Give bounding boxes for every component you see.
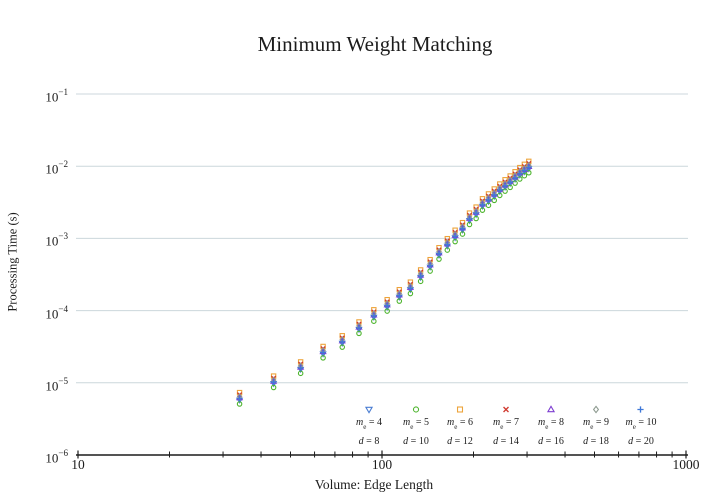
legend-item: me = 6 d = 12 (447, 404, 473, 449)
diamond-icon (592, 405, 600, 414)
x-axis-title: Volume: Edge Length (314, 477, 434, 492)
legend-item: me = 7 d = 14 (493, 404, 519, 449)
y-tick-label: 10−4 (45, 303, 68, 321)
y-tick-label: 10−6 (45, 448, 68, 466)
y-tick-label: 10−2 (45, 159, 68, 177)
legend-label-m: me = 4 (356, 417, 382, 432)
x-tick-label: 10 (71, 457, 85, 472)
legend-label-d: d = 20 (628, 436, 654, 447)
legend-label-d: d = 12 (447, 436, 473, 447)
chart-title: Minimum Weight Matching (257, 32, 493, 56)
legend-label-m: me = 10 (625, 417, 657, 432)
x-tick-label: 1000 (672, 457, 700, 472)
legend-label-m: me = 6 (447, 417, 473, 432)
legend-item: me = 8 d = 16 (538, 404, 564, 449)
legend-label-d: d = 14 (493, 436, 519, 447)
y-tick-label: 10−5 (45, 375, 68, 394)
legend-item: me = 10 d = 20 (625, 404, 657, 449)
legend-label-m: me = 5 (403, 417, 429, 432)
legend-label-d: d = 10 (403, 436, 429, 447)
circle-icon (412, 406, 420, 413)
legend-label-d: d = 8 (358, 436, 380, 447)
legend-label-d: d = 16 (538, 436, 564, 447)
x-icon (503, 406, 509, 413)
triangle-up-icon (546, 405, 556, 413)
legend-item: me = 4 d = 8 (356, 404, 382, 449)
x-tick-label: 100 (371, 457, 393, 472)
legend-label-m: me = 7 (493, 417, 519, 432)
legend-label-m: me = 9 (583, 417, 609, 432)
square-icon (456, 406, 464, 413)
legend-item: me = 5 d = 10 (403, 404, 429, 449)
legend-label-d: d = 18 (583, 436, 609, 447)
legend-item: me = 9 d = 18 (583, 404, 609, 449)
y-tick-label: 10−3 (45, 231, 68, 249)
plus-icon (637, 406, 645, 413)
triangle-down-icon (364, 406, 374, 414)
legend-label-m: me = 8 (538, 417, 564, 432)
y-tick-label: 10−1 (45, 87, 68, 105)
